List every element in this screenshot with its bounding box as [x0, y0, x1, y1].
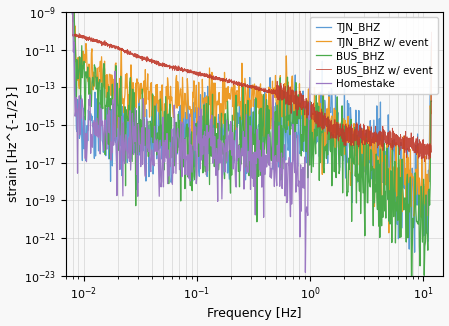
BUS_BHZ — [281, 89, 286, 93]
TJN_BHZ — [70, 12, 75, 16]
TJN_BHZ w/ event — [133, 81, 138, 85]
Homestake — [164, 156, 169, 160]
TJN_BHZ — [282, 100, 287, 104]
TJN_BHZ — [134, 176, 139, 180]
BUS_BHZ — [340, 191, 345, 195]
X-axis label: Frequency [Hz]: Frequency [Hz] — [207, 307, 302, 320]
TJN_BHZ w/ event — [429, 45, 434, 49]
TJN_BHZ w/ event — [281, 94, 286, 98]
Homestake — [241, 187, 247, 191]
BUS_BHZ — [429, 99, 434, 103]
Line: Homestake: Homestake — [72, 0, 310, 273]
TJN_BHZ — [310, 140, 315, 144]
Homestake — [308, 69, 313, 73]
TJN_BHZ — [163, 154, 168, 158]
TJN_BHZ w/ event — [162, 102, 167, 106]
TJN_BHZ — [412, 250, 417, 254]
Homestake — [219, 197, 224, 201]
Line: BUS_BHZ: BUS_BHZ — [72, 0, 431, 310]
Homestake — [303, 271, 308, 274]
TJN_BHZ — [233, 114, 238, 118]
TJN_BHZ w/ event — [340, 144, 345, 148]
BUS_BHZ — [409, 308, 414, 312]
TJN_BHZ w/ event — [397, 236, 402, 240]
TJN_BHZ w/ event — [232, 83, 238, 87]
BUS_BHZ — [133, 204, 138, 208]
Line: BUS_BHZ w/ event: BUS_BHZ w/ event — [72, 0, 431, 162]
BUS_BHZ w/ event — [110, 43, 116, 47]
BUS_BHZ w/ event — [223, 78, 228, 82]
Line: TJN_BHZ: TJN_BHZ — [72, 6, 431, 252]
Legend: TJN_BHZ, TJN_BHZ w/ event, BUS_BHZ, BUS_BHZ w/ event, Homestake: TJN_BHZ, TJN_BHZ w/ event, BUS_BHZ, BUS_… — [310, 17, 438, 94]
TJN_BHZ w/ event — [309, 142, 315, 146]
Homestake — [98, 107, 104, 111]
Line: TJN_BHZ w/ event: TJN_BHZ w/ event — [72, 0, 431, 238]
BUS_BHZ w/ event — [207, 72, 213, 76]
BUS_BHZ w/ event — [422, 160, 427, 164]
BUS_BHZ w/ event — [132, 53, 137, 57]
Y-axis label: strain [Hz^{-1/2}]: strain [Hz^{-1/2}] — [5, 86, 18, 202]
BUS_BHZ — [232, 124, 238, 128]
TJN_BHZ — [429, 40, 434, 44]
TJN_BHZ — [340, 123, 346, 127]
BUS_BHZ w/ event — [422, 149, 427, 153]
TJN_BHZ — [70, 4, 75, 8]
Homestake — [242, 165, 248, 169]
BUS_BHZ — [309, 130, 315, 134]
BUS_BHZ — [162, 110, 167, 113]
Homestake — [147, 149, 152, 153]
BUS_BHZ w/ event — [429, 30, 434, 34]
BUS_BHZ w/ event — [383, 139, 388, 142]
